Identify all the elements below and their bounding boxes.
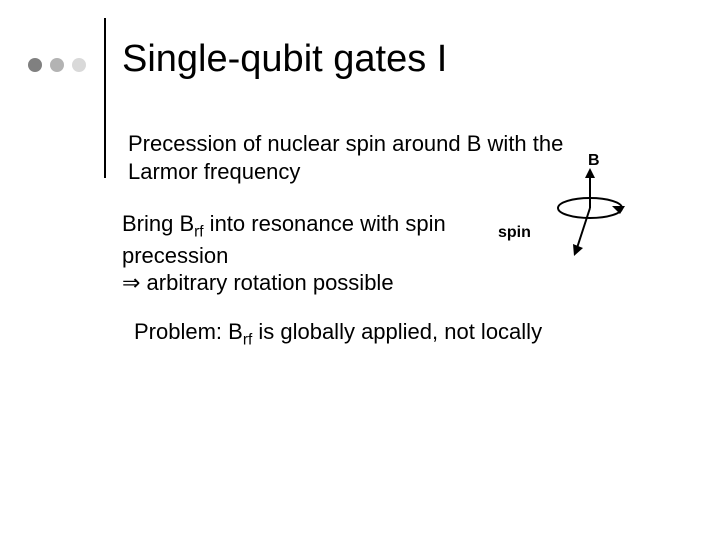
slide: Single-qubit gates I Precession of nucle…: [0, 0, 720, 540]
slide-title: Single-qubit gates I: [122, 38, 447, 81]
text-fragment: Bring B: [122, 211, 194, 236]
spin-arrow-shaft: [577, 208, 590, 248]
b-arrow-head: [585, 168, 595, 178]
title-bullets: [28, 58, 86, 72]
precession-diagram: [540, 168, 640, 268]
bullet-dot: [28, 58, 42, 72]
text-fragment: ⇒ arbitrary rotation possible: [122, 270, 394, 295]
bullet-dot: [50, 58, 64, 72]
bullet-dot: [72, 58, 86, 72]
subscript-rf: rf: [194, 223, 203, 240]
spin-label: spin: [498, 224, 531, 242]
text-fragment: Problem: B: [134, 319, 243, 344]
paragraph-problem: Problem: Brf is globally applied, not lo…: [134, 318, 654, 350]
subscript-rf: rf: [243, 331, 252, 348]
text-fragment: is globally applied, not locally: [252, 319, 542, 344]
title-divider: [104, 18, 106, 178]
paragraph-resonance: Bring Brf into resonance with spin prece…: [122, 210, 452, 297]
